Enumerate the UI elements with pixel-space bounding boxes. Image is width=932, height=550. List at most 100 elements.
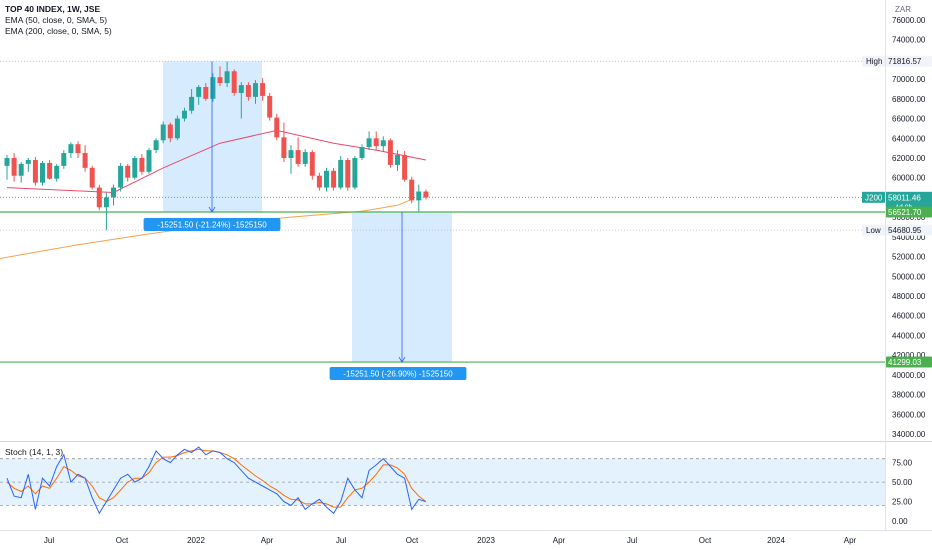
price-tick-label: 76000.00: [892, 16, 926, 25]
candle-body[interactable]: [32, 159, 38, 183]
candle-body[interactable]: [182, 110, 187, 119]
candle-body[interactable]: [281, 137, 287, 158]
candle-body[interactable]: [345, 159, 351, 188]
candle-body[interactable]: [75, 144, 81, 154]
price-tick-label: 60000.00: [892, 174, 926, 183]
measure-arrow-1-head: [208, 206, 216, 213]
candle-body[interactable]: [288, 150, 294, 158]
candle-body[interactable]: [167, 124, 173, 139]
candle-body[interactable]: [380, 140, 386, 147]
time-axis-label: 2022: [187, 536, 205, 545]
price-tick-label: 40000.00: [892, 371, 926, 380]
candle-body[interactable]: [210, 77, 216, 99]
candle-body[interactable]: [238, 85, 244, 93]
stoch-tick-label: 75.00: [892, 459, 913, 468]
candle-body[interactable]: [18, 163, 24, 176]
candle-body[interactable]: [111, 187, 116, 198]
candle-body[interactable]: [174, 118, 180, 139]
price-tick-label: 48000.00: [892, 292, 926, 301]
time-axis-label: Jul: [44, 536, 54, 545]
candle-body[interactable]: [203, 87, 209, 99]
stoch-legend[interactable]: Stoch (14, 1, 3): [5, 447, 64, 457]
candle-body[interactable]: [224, 71, 230, 84]
candle-body[interactable]: [189, 96, 195, 111]
candle-body[interactable]: [331, 170, 337, 188]
candle-body[interactable]: [309, 152, 315, 176]
candle-body[interactable]: [352, 158, 358, 188]
candle-body[interactable]: [47, 162, 53, 179]
price-tick-label: 46000.00: [892, 312, 926, 321]
candle-body[interactable]: [25, 159, 31, 164]
candle-body[interactable]: [103, 197, 109, 208]
candle-body[interactable]: [416, 191, 422, 201]
candle-body[interactable]: [267, 95, 273, 118]
candle-body[interactable]: [316, 175, 322, 188]
candle-body[interactable]: [387, 140, 393, 165]
stoch-tick-label: 25.00: [892, 498, 913, 507]
candle-body[interactable]: [4, 158, 10, 166]
price-tick-label: 44000.00: [892, 331, 926, 340]
candle-body[interactable]: [295, 150, 301, 164]
candle-body[interactable]: [409, 179, 415, 201]
time-axis-label: Apr: [261, 536, 274, 545]
candle-body[interactable]: [61, 153, 67, 166]
candle-body[interactable]: [366, 138, 372, 148]
high-value-label-bg: [886, 55, 932, 67]
candle-body[interactable]: [302, 152, 308, 164]
candle-body[interactable]: [338, 159, 344, 188]
low-value-label: 54680.95: [888, 226, 922, 235]
price-tick-label: 68000.00: [892, 95, 926, 104]
candle-body[interactable]: [324, 170, 329, 188]
time-axis-label: Apr: [553, 536, 566, 545]
candle-body[interactable]: [402, 155, 408, 180]
candle-body[interactable]: [423, 191, 429, 198]
time-axis-label: Oct: [116, 536, 129, 545]
symbol-title[interactable]: TOP 40 INDEX, 1W, JSE: [5, 4, 101, 14]
candle-body[interactable]: [231, 71, 237, 93]
time-axis-label: Jul: [627, 536, 637, 545]
candle-body[interactable]: [139, 158, 145, 172]
candle-body[interactable]: [274, 117, 280, 138]
measure-label-2-bg[interactable]: [329, 367, 467, 380]
price-tick-label: 74000.00: [892, 36, 926, 45]
high-name-label: High: [866, 57, 882, 66]
price-tick-label: 38000.00: [892, 391, 926, 400]
measure-label-1-bg[interactable]: [143, 218, 281, 231]
price-tick-label: 70000.00: [892, 75, 926, 84]
time-axis-label: Oct: [406, 536, 419, 545]
price-tick-label: 64000.00: [892, 134, 926, 143]
candle-body[interactable]: [253, 83, 258, 97]
target-level-label: 41299.03: [888, 358, 922, 367]
candle-body[interactable]: [82, 153, 88, 168]
stoch-tick-label: 50.00: [892, 478, 913, 487]
candle-body[interactable]: [153, 140, 159, 151]
ema200-legend[interactable]: EMA (200, close, 0, SMA, 5): [5, 26, 112, 36]
candle-body[interactable]: [373, 138, 379, 147]
candle-body[interactable]: [89, 167, 95, 188]
time-axis-label: 2023: [477, 536, 495, 545]
time-axis-label: Jul: [336, 536, 346, 545]
candle-body[interactable]: [260, 83, 266, 96]
ema50-legend[interactable]: EMA (50, close, 0, SMA, 5): [5, 15, 108, 25]
candle-body[interactable]: [68, 144, 74, 154]
candle-body[interactable]: [359, 147, 365, 158]
candle-body[interactable]: [96, 187, 102, 208]
candle-body[interactable]: [54, 165, 60, 179]
candle-body[interactable]: [217, 77, 223, 84]
chart-legend: TOP 40 INDEX, 1W, JSE EMA (50, close, 0,…: [5, 4, 112, 37]
candle-body[interactable]: [146, 150, 152, 172]
time-axis-label: Oct: [699, 536, 712, 545]
candle-body[interactable]: [395, 155, 400, 165]
price-tick-label: 52000.00: [892, 253, 926, 262]
candle-body[interactable]: [125, 165, 131, 178]
currency-label: ZAR: [895, 5, 911, 14]
candle-body[interactable]: [132, 158, 138, 178]
candle-body[interactable]: [245, 85, 251, 97]
stoch-k-line[interactable]: [6, 446, 427, 515]
candle-body[interactable]: [196, 87, 202, 97]
candle-body[interactable]: [160, 124, 166, 141]
candle-body[interactable]: [11, 158, 17, 176]
candle-body[interactable]: [40, 162, 45, 183]
candle-body[interactable]: [118, 165, 124, 188]
